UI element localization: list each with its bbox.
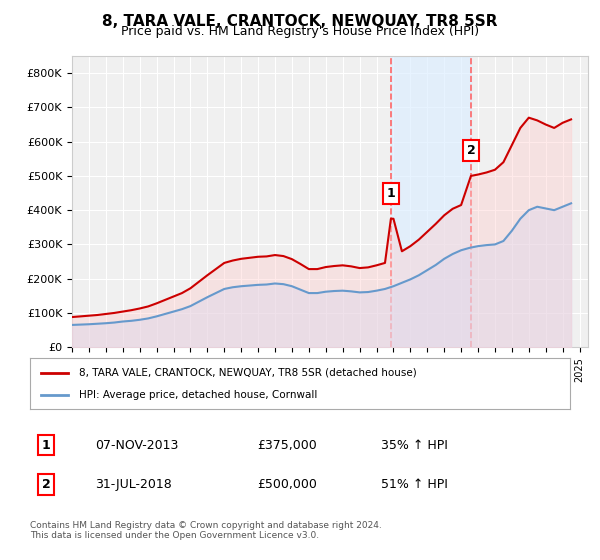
Text: 35% ↑ HPI: 35% ↑ HPI: [381, 438, 448, 451]
Text: 1: 1: [42, 438, 50, 451]
Text: 31-JUL-2018: 31-JUL-2018: [95, 478, 172, 491]
Text: 07-NOV-2013: 07-NOV-2013: [95, 438, 178, 451]
Text: £375,000: £375,000: [257, 438, 317, 451]
Text: 51% ↑ HPI: 51% ↑ HPI: [381, 478, 448, 491]
Text: HPI: Average price, detached house, Cornwall: HPI: Average price, detached house, Corn…: [79, 390, 317, 400]
Text: 1: 1: [386, 187, 395, 200]
Text: 2: 2: [467, 144, 475, 157]
Text: 2: 2: [42, 478, 50, 491]
Bar: [391, 56, 471, 347]
Text: 8, TARA VALE, CRANTOCK, NEWQUAY, TR8 5SR (detached house): 8, TARA VALE, CRANTOCK, NEWQUAY, TR8 5SR…: [79, 367, 416, 377]
Text: 8, TARA VALE, CRANTOCK, NEWQUAY, TR8 5SR: 8, TARA VALE, CRANTOCK, NEWQUAY, TR8 5SR: [102, 14, 498, 29]
Text: £500,000: £500,000: [257, 478, 317, 491]
Text: Contains HM Land Registry data © Crown copyright and database right 2024.
This d: Contains HM Land Registry data © Crown c…: [30, 521, 382, 540]
Text: Price paid vs. HM Land Registry's House Price Index (HPI): Price paid vs. HM Land Registry's House …: [121, 25, 479, 38]
